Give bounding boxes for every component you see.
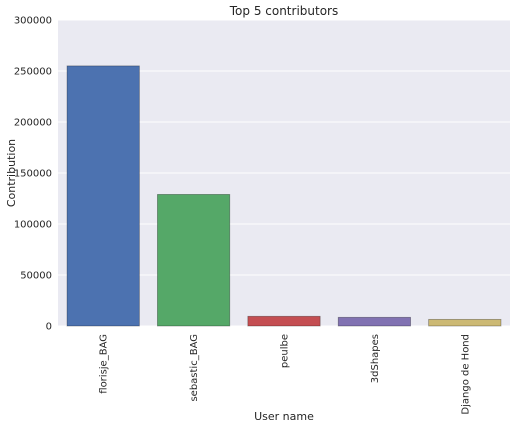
x-tick-label: Django de Hond bbox=[460, 334, 471, 415]
y-tick-label: 250000 bbox=[14, 67, 52, 78]
x-tick-label: sebastic_BAG bbox=[189, 334, 200, 402]
y-tick-label: 100000 bbox=[14, 220, 52, 231]
y-tick-label: 0 bbox=[46, 322, 52, 333]
y-axis-label: Contribution bbox=[5, 139, 18, 207]
bar bbox=[337, 316, 411, 327]
x-tick-label: peulbe bbox=[280, 334, 291, 368]
bars bbox=[66, 65, 502, 327]
x-tick-labels: florisje_BAG sebastic_BAG peulbe 3dShapes Dj… bbox=[99, 334, 472, 415]
x-tick-label: 3dShapes bbox=[370, 334, 381, 383]
x-axis-label: User name bbox=[254, 410, 314, 423]
y-tick-labels: 0 50000 100000 150000 200000 250000 300000 bbox=[14, 16, 52, 333]
bar bbox=[247, 315, 321, 327]
y-tick-label: 150000 bbox=[14, 169, 52, 180]
bar bbox=[428, 318, 502, 327]
x-tick-label: florisje_BAG bbox=[99, 334, 110, 394]
bar bbox=[66, 65, 140, 327]
y-tick-label: 50000 bbox=[20, 271, 52, 282]
y-tick-label: 300000 bbox=[14, 16, 52, 27]
chart-title: Top 5 contributors bbox=[229, 4, 339, 18]
bar bbox=[157, 194, 231, 327]
y-tick-label: 200000 bbox=[14, 118, 52, 129]
